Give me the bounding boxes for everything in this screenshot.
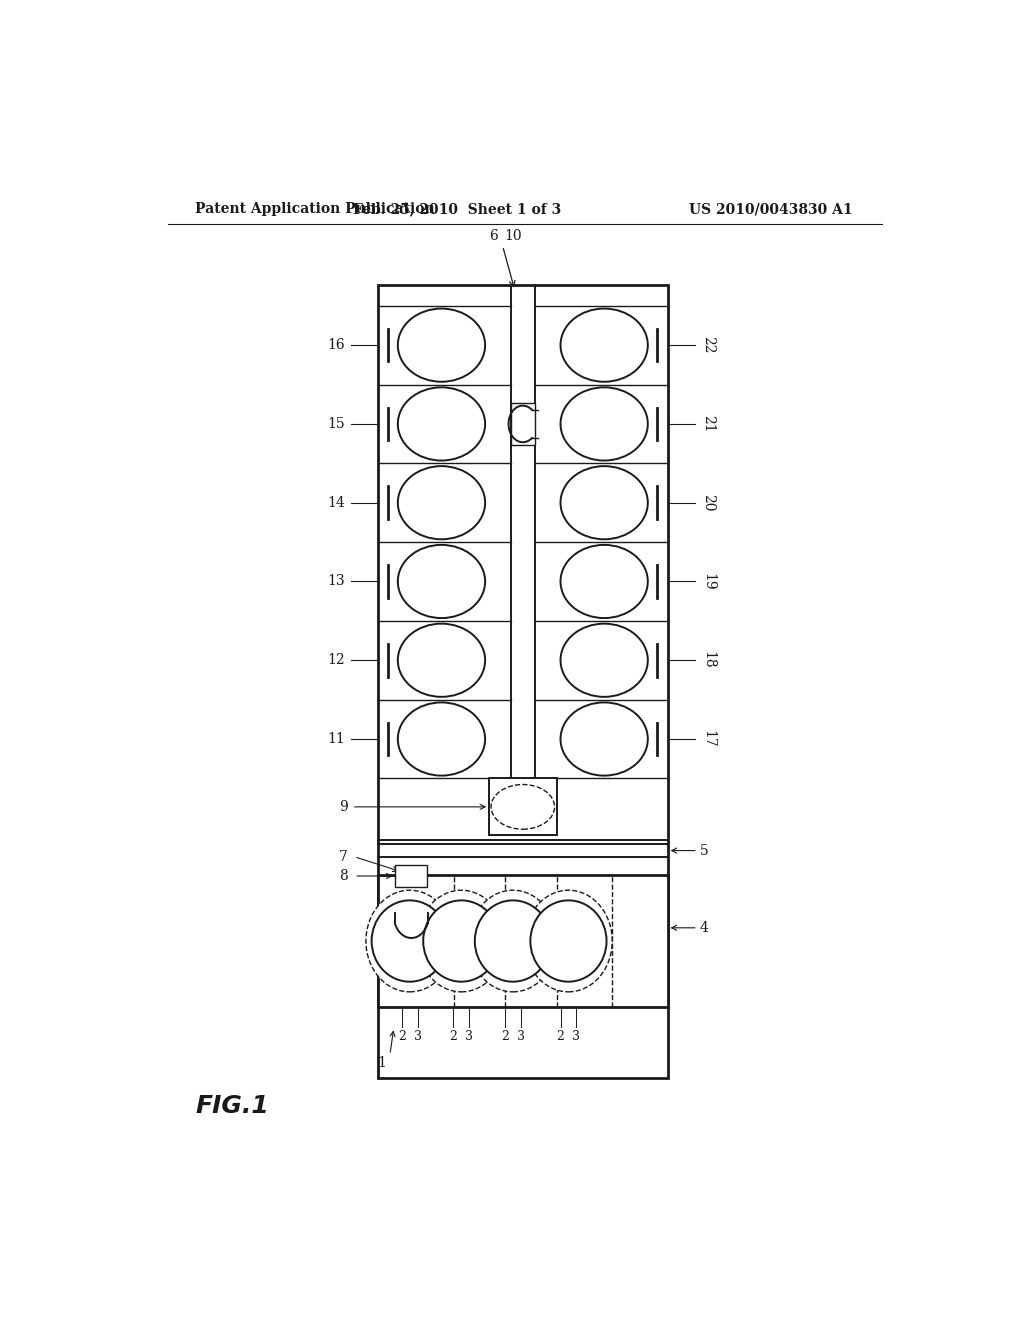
Text: 9: 9	[339, 800, 348, 814]
Text: 4: 4	[699, 921, 709, 935]
Text: 2: 2	[557, 1031, 564, 1044]
Ellipse shape	[423, 900, 500, 982]
Text: 21: 21	[701, 414, 715, 433]
Text: 11: 11	[327, 733, 345, 746]
Text: 13: 13	[327, 574, 345, 589]
Text: 14: 14	[327, 496, 345, 510]
Text: 2: 2	[501, 1031, 509, 1044]
Text: US 2010/0043830 A1: US 2010/0043830 A1	[689, 202, 853, 216]
Text: 15: 15	[327, 417, 345, 430]
Text: 2: 2	[398, 1031, 406, 1044]
Text: 17: 17	[701, 730, 715, 748]
Ellipse shape	[530, 900, 606, 982]
Text: 6: 6	[488, 228, 498, 243]
Ellipse shape	[372, 900, 447, 982]
Ellipse shape	[560, 466, 648, 540]
Ellipse shape	[397, 545, 485, 618]
Ellipse shape	[397, 309, 485, 381]
Text: 12: 12	[327, 653, 345, 667]
Ellipse shape	[560, 702, 648, 776]
Text: 18: 18	[701, 652, 715, 669]
Text: 20: 20	[701, 494, 715, 511]
Text: Feb. 25, 2010  Sheet 1 of 3: Feb. 25, 2010 Sheet 1 of 3	[353, 202, 561, 216]
Text: 3: 3	[465, 1031, 473, 1044]
Text: 3: 3	[517, 1031, 525, 1044]
Ellipse shape	[366, 890, 454, 991]
Ellipse shape	[397, 702, 485, 776]
Text: 3: 3	[414, 1031, 422, 1044]
Text: 10: 10	[504, 228, 522, 243]
Ellipse shape	[560, 387, 648, 461]
Text: 1: 1	[378, 1056, 386, 1071]
Text: FIG.1: FIG.1	[196, 1094, 269, 1118]
Text: 3: 3	[572, 1031, 581, 1044]
Bar	[378, 875, 668, 1007]
Text: 19: 19	[701, 573, 715, 590]
Ellipse shape	[560, 309, 648, 381]
Text: 5: 5	[699, 843, 709, 858]
Text: Patent Application Publication: Patent Application Publication	[196, 202, 435, 216]
Ellipse shape	[524, 890, 612, 991]
Text: 22: 22	[701, 337, 715, 354]
Ellipse shape	[397, 466, 485, 540]
Ellipse shape	[469, 890, 557, 991]
Ellipse shape	[560, 623, 648, 697]
Text: 16: 16	[327, 338, 345, 352]
Ellipse shape	[418, 890, 505, 991]
Bar	[378, 285, 668, 1078]
Ellipse shape	[475, 900, 551, 982]
Ellipse shape	[492, 784, 555, 829]
Text: 8: 8	[339, 869, 348, 883]
Text: 7: 7	[339, 850, 348, 863]
Ellipse shape	[397, 623, 485, 697]
Ellipse shape	[560, 545, 648, 618]
Text: 2: 2	[450, 1031, 458, 1044]
Bar	[489, 779, 557, 836]
Bar	[395, 865, 427, 887]
Bar	[511, 403, 535, 445]
Ellipse shape	[397, 387, 485, 461]
